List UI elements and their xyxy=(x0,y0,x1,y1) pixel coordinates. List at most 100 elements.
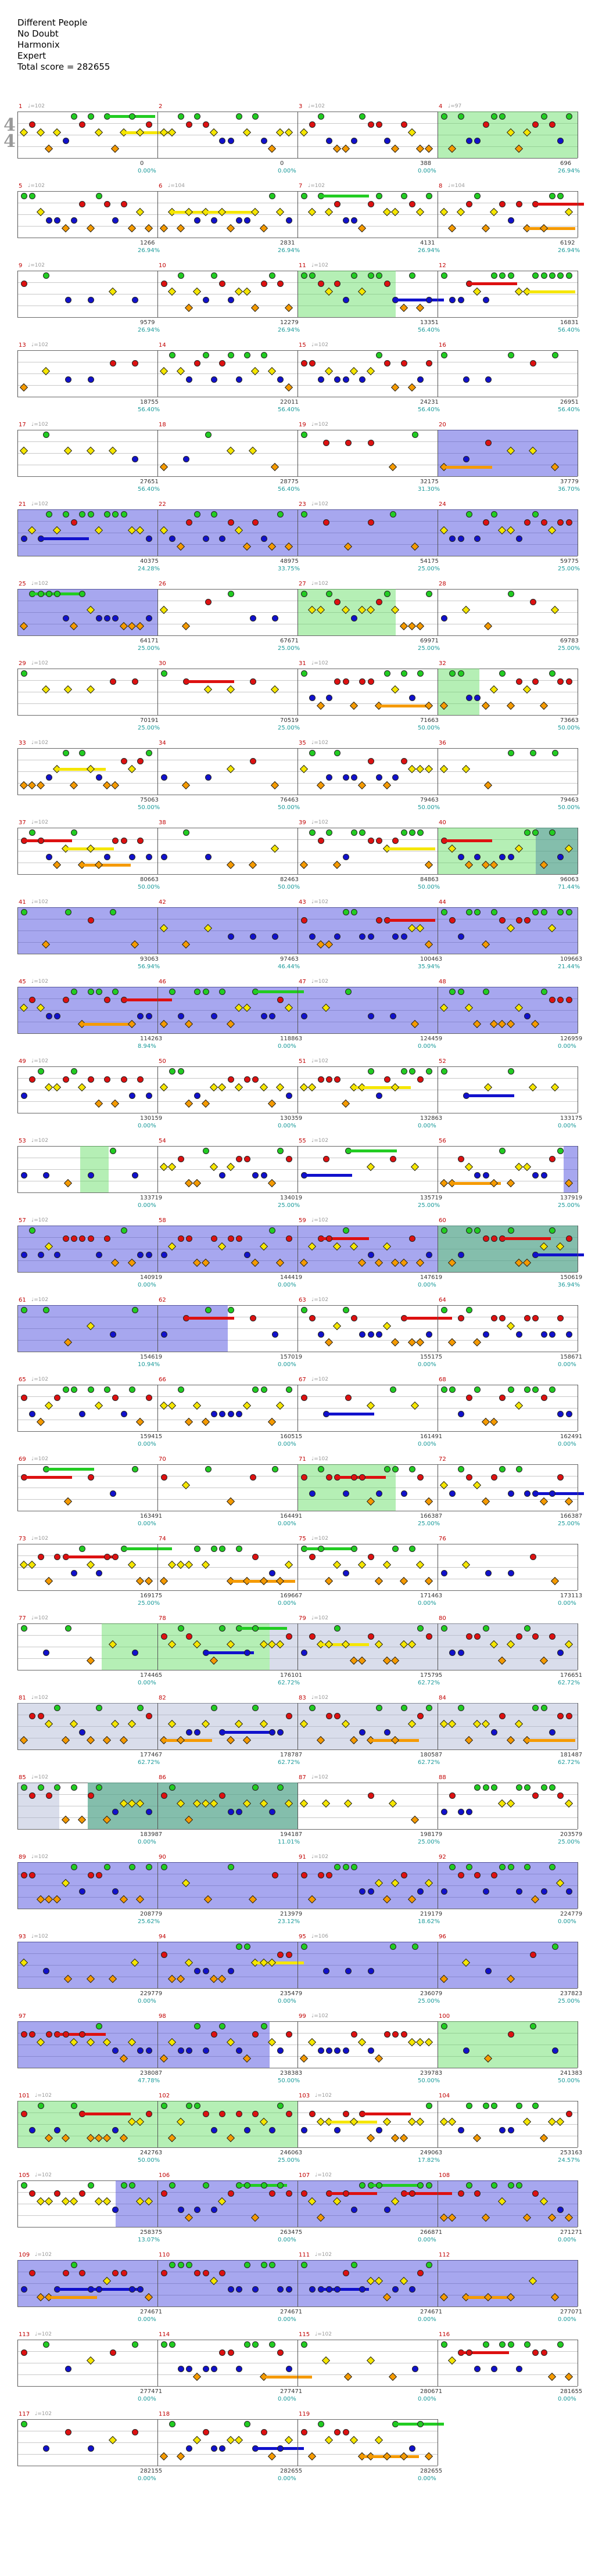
blue-note-icon xyxy=(474,1172,481,1179)
green-note-icon xyxy=(309,829,316,836)
measure-number: 2 xyxy=(159,103,163,110)
blue-note-icon xyxy=(112,217,119,224)
measure-percent: 50.00% xyxy=(418,725,440,731)
green-note-icon xyxy=(465,1864,472,1870)
green-note-icon xyxy=(70,2103,77,2109)
green-note-icon xyxy=(244,352,251,358)
green-note-icon xyxy=(169,2262,176,2268)
green-note-icon xyxy=(499,1148,506,1154)
red-note-icon xyxy=(350,1474,357,1481)
red-note-icon xyxy=(244,1156,251,1162)
green-note-icon xyxy=(325,591,332,597)
blue-note-icon xyxy=(235,2366,242,2372)
measure-percent: 0.00% xyxy=(418,1123,436,1129)
blue-note-icon xyxy=(79,1411,86,1417)
blue-note-icon xyxy=(482,1331,489,1338)
red-note-icon xyxy=(104,1076,111,1083)
green-note-icon xyxy=(449,670,456,677)
green-note-icon xyxy=(441,909,447,915)
green-note-icon xyxy=(169,1068,176,1075)
blue-note-icon xyxy=(235,217,242,224)
measure-percent: 56.40% xyxy=(278,486,300,493)
green-note-icon xyxy=(202,1148,209,1154)
red-note-icon xyxy=(70,519,77,526)
measure-number: 105 xyxy=(19,2172,30,2179)
red-note-icon xyxy=(21,2031,27,2038)
red-note-icon xyxy=(532,1792,539,1799)
blue-note-icon xyxy=(54,2127,61,2133)
chart-row: 29 ♩=102 70191 25.00% 30 70519 25.00% 31 ♩=102 71… xyxy=(0,660,595,743)
barline xyxy=(157,1385,158,1431)
red-note-icon xyxy=(565,1235,572,1242)
barline xyxy=(157,1862,158,1909)
measure-percent: 62.72% xyxy=(278,1680,300,1686)
green-note-icon xyxy=(350,1864,357,1870)
green-note-icon xyxy=(551,352,558,358)
measure-number: 29 xyxy=(19,660,26,667)
blue-note-icon xyxy=(400,933,407,940)
blue-note-icon xyxy=(210,2366,217,2372)
green-note-icon xyxy=(409,1068,416,1075)
green-note-icon xyxy=(557,2341,564,2348)
green-note-icon xyxy=(507,591,514,597)
red-note-icon xyxy=(334,678,341,685)
blue-note-icon xyxy=(87,2445,94,2452)
measure-number: 65 xyxy=(19,1377,26,1383)
green-note-icon xyxy=(129,2182,136,2189)
green-note-icon xyxy=(301,2341,307,2348)
measure-percent: 0.00% xyxy=(418,168,436,174)
measure-percent: 0.00% xyxy=(138,1202,156,1209)
blue-note-icon xyxy=(235,2047,242,2054)
measure-score: 171463 xyxy=(420,1593,443,1599)
green-note-icon xyxy=(227,1864,234,1870)
red-note-icon xyxy=(109,678,116,685)
sustain-bar xyxy=(257,990,304,993)
barline xyxy=(17,1385,18,1431)
green-note-icon xyxy=(37,591,44,597)
green-note-icon xyxy=(29,1227,36,1234)
blue-note-icon xyxy=(202,1968,209,1974)
blue-note-icon xyxy=(219,138,226,144)
red-note-icon xyxy=(29,1792,36,1799)
green-note-icon xyxy=(45,591,52,597)
blue-note-icon xyxy=(309,933,316,940)
red-note-icon xyxy=(367,1792,374,1799)
red-note-icon xyxy=(87,1076,94,1083)
song-title: Different People xyxy=(17,17,88,28)
barline xyxy=(17,1066,18,1113)
green-note-icon xyxy=(70,113,77,120)
measure-percent: 24.57% xyxy=(558,2157,580,2164)
green-note-icon xyxy=(169,2182,176,2189)
red-note-icon xyxy=(202,121,209,128)
red-note-icon xyxy=(490,1872,497,1878)
measure-number: 57 xyxy=(19,1217,26,1224)
blue-note-icon xyxy=(342,854,349,860)
barline xyxy=(17,350,18,397)
blue-note-icon xyxy=(185,376,192,383)
blue-note-icon xyxy=(62,138,69,144)
green-note-icon xyxy=(325,829,332,836)
measure-score: 80663 xyxy=(140,876,159,883)
red-note-icon xyxy=(235,1235,242,1242)
green-note-icon xyxy=(70,829,77,836)
staff-line xyxy=(17,2419,438,2420)
measure-score: 181487 xyxy=(560,1752,583,1758)
sustain-bar xyxy=(59,768,106,771)
sustain-bar xyxy=(372,2455,419,2458)
red-note-icon xyxy=(425,360,432,367)
red-note-icon xyxy=(227,519,234,526)
green-note-icon xyxy=(540,272,547,279)
sustain-bar xyxy=(207,211,254,214)
red-note-icon xyxy=(557,1315,564,1321)
blue-note-icon xyxy=(309,695,316,701)
measure-number: 73 xyxy=(19,1536,26,1542)
green-note-icon xyxy=(70,1068,77,1075)
measure-percent: 62.72% xyxy=(418,1680,440,1686)
measure-percent: 46.44% xyxy=(278,964,300,970)
blue-note-icon xyxy=(194,1729,201,1736)
blue-note-icon xyxy=(227,1968,234,1974)
measure-percent: 25.00% xyxy=(558,645,580,652)
green-note-icon xyxy=(104,511,111,518)
green-note-icon xyxy=(269,272,276,279)
sustain-bar xyxy=(446,839,493,842)
